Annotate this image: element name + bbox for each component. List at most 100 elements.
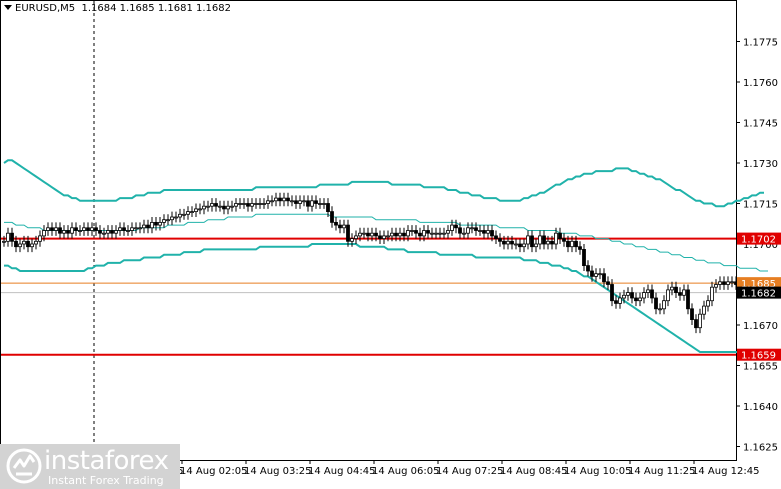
candle-body — [730, 281, 734, 284]
candle-body — [362, 232, 366, 235]
candle-body — [138, 227, 142, 230]
candle-body — [242, 203, 246, 205]
candle-body — [310, 200, 314, 207]
candle-body — [626, 292, 630, 296]
candle-body — [210, 203, 214, 207]
bid-price-tag — [737, 286, 781, 299]
candle-body — [218, 205, 222, 208]
y-tick-label: 1.1655 — [743, 362, 778, 373]
support-price-tag — [737, 348, 781, 361]
candle-body — [14, 240, 18, 248]
candles — [2, 192, 750, 334]
y-tick-label: 1.1700 — [743, 240, 778, 251]
candle-body — [254, 203, 258, 205]
ask-price-tag — [737, 277, 781, 290]
candle-body — [42, 230, 46, 237]
candle-body — [10, 232, 14, 242]
candle-body — [554, 232, 558, 245]
candle-body — [22, 240, 26, 245]
resistance-price-label: 1.1702 — [741, 235, 776, 246]
candle-body — [538, 235, 542, 245]
candle-body — [382, 235, 386, 239]
candle-body — [326, 203, 330, 212]
dropdown-icon[interactable] — [4, 5, 12, 10]
candle-body — [510, 240, 514, 245]
candle-body — [290, 200, 294, 203]
candle-body — [690, 308, 694, 320]
candle-body — [578, 246, 582, 250]
candle-body — [234, 203, 238, 207]
candle-body — [458, 227, 462, 234]
x-tick-label: 14 Aug 11:25 — [628, 466, 695, 477]
candle-body — [486, 230, 490, 234]
candle-body — [562, 238, 566, 242]
candle-body — [502, 240, 506, 245]
candle-body — [298, 200, 302, 204]
candle-body — [222, 205, 226, 210]
candle-body — [534, 243, 538, 248]
candle-body — [442, 232, 446, 235]
candle-body — [618, 297, 622, 304]
candle-body — [26, 240, 30, 248]
candle-body — [318, 203, 322, 205]
candle-body — [90, 227, 94, 231]
candle-body — [322, 203, 326, 205]
candle-body — [198, 208, 202, 211]
candle-body — [430, 232, 434, 235]
candle-body — [134, 227, 138, 230]
candle-body — [666, 289, 670, 302]
candle-body — [338, 224, 342, 229]
y-tick-label: 1.1760 — [743, 78, 778, 89]
candle-body — [102, 232, 106, 235]
candle-body — [714, 284, 718, 288]
candle-body — [698, 313, 702, 329]
candle-body — [302, 200, 306, 203]
candle-body — [278, 197, 282, 202]
x-tick-label: 14 Aug 08:45 — [500, 466, 567, 477]
candle-body — [446, 230, 450, 234]
candle-body — [54, 227, 58, 231]
candle-body — [482, 230, 486, 234]
candle-body — [166, 219, 170, 222]
candle-body — [130, 227, 134, 231]
candle-body — [494, 235, 498, 239]
candle-body — [438, 232, 442, 235]
ohlc-values: 1.1684 1.1685 1.1681 1.1682 — [81, 3, 231, 14]
y-tick-label: 1.1730 — [743, 159, 778, 170]
candle-body — [186, 211, 190, 215]
candle-body — [630, 292, 634, 299]
candle-body — [450, 224, 454, 231]
candle-body — [346, 224, 350, 242]
candle-body — [98, 230, 102, 234]
x-tick-label: 14 Aug 04:45 — [308, 466, 375, 477]
candle-body — [402, 232, 406, 237]
candle-body — [386, 235, 390, 238]
candle-body — [142, 224, 146, 229]
x-tick-label: 14 Aug 02:05 — [180, 466, 247, 477]
candle-body — [378, 235, 382, 239]
candle-body — [258, 203, 262, 205]
support-price-label: 1.1659 — [741, 351, 776, 362]
candle-body — [478, 230, 482, 232]
candle-body — [454, 224, 458, 229]
bid-price-label: 1.1682 — [741, 289, 776, 300]
candle-body — [582, 248, 586, 266]
candle-body — [594, 273, 598, 277]
candle-body — [282, 197, 286, 202]
candle-body — [434, 232, 438, 235]
candle-body — [586, 265, 590, 272]
candle-body — [574, 240, 578, 248]
candle-body — [214, 203, 218, 207]
candle-body — [602, 273, 606, 283]
candle-body — [126, 230, 130, 232]
candle-body — [414, 230, 418, 234]
plot-frame — [0, 0, 737, 461]
x-tick-label: 14 Aug 10:05 — [564, 466, 631, 477]
candle-body — [274, 197, 278, 202]
candle-body — [550, 240, 554, 245]
candle-body — [658, 308, 662, 311]
resistance-price-tag — [737, 232, 781, 245]
candle-body — [598, 273, 602, 276]
y-tick-label: 1.1640 — [743, 402, 778, 413]
